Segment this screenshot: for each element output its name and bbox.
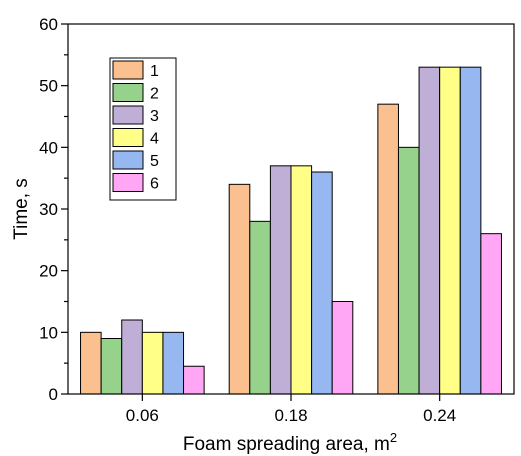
y-tick-label: 50 bbox=[39, 77, 58, 96]
legend-label-5: 5 bbox=[150, 153, 159, 170]
legend: 1 2 3 4 5 6 bbox=[109, 57, 177, 201]
bar-series-1-0.06 bbox=[80, 331, 102, 395]
x-axis: 0.06 0.18 0.24 bbox=[126, 394, 456, 425]
y-tick-label: 0 bbox=[49, 385, 58, 404]
bar-series-6-0.18 bbox=[331, 301, 354, 395]
legend-swatch-1 bbox=[112, 60, 144, 80]
legend-swatch-6 bbox=[112, 173, 144, 192]
bar-series-6-0.24 bbox=[480, 233, 502, 395]
legend-label-2: 2 bbox=[150, 86, 159, 103]
bar-series-3-0.06 bbox=[121, 319, 143, 395]
bar-series-3-0.18 bbox=[269, 165, 292, 395]
y-tick-label: 20 bbox=[39, 262, 58, 281]
bar-series-6-0.06 bbox=[183, 365, 205, 395]
legend-swatch-2 bbox=[112, 83, 144, 102]
x-tick-label: 0.06 bbox=[126, 406, 159, 425]
bar-series-2-0.06 bbox=[100, 338, 123, 395]
x-axis-title-superscript: 2 bbox=[390, 430, 397, 445]
y-tick-label: 10 bbox=[39, 323, 58, 342]
bar-series-5-0.18 bbox=[311, 171, 333, 395]
bar-series-5-0.24 bbox=[459, 66, 482, 395]
x-axis-title: Foam spreading area, m2 bbox=[183, 430, 397, 455]
y-tick-label: 30 bbox=[39, 200, 58, 219]
x-tick-label: 0.18 bbox=[274, 406, 307, 425]
bar-series-1-0.18 bbox=[228, 183, 251, 395]
bar-series-3-0.24 bbox=[418, 66, 441, 395]
y-axis: 0 10 20 30 40 50 60 bbox=[39, 15, 68, 404]
legend-swatch-5 bbox=[112, 150, 144, 170]
y-tick-label: 40 bbox=[39, 138, 58, 157]
bar-series-4-0.06 bbox=[141, 331, 164, 395]
bar-series-1-0.24 bbox=[377, 103, 399, 395]
legend-swatch-3 bbox=[112, 105, 144, 125]
legend-swatch-4 bbox=[112, 128, 144, 147]
x-axis-title-main: Foam spreading area, m bbox=[183, 434, 390, 455]
y-axis-title: Time, s bbox=[11, 178, 32, 240]
bar-series-2-0.18 bbox=[249, 220, 271, 395]
bar-series-2-0.24 bbox=[397, 146, 420, 395]
bar-series-4-0.18 bbox=[290, 165, 313, 395]
y-tick-label: 60 bbox=[39, 15, 58, 34]
bar-series-4-0.24 bbox=[439, 66, 461, 395]
legend-label-3: 3 bbox=[150, 108, 159, 125]
legend-label-6: 6 bbox=[150, 176, 159, 193]
plot-frame bbox=[67, 23, 515, 395]
bar-series-5-0.06 bbox=[162, 331, 185, 395]
x-tick-label: 0.24 bbox=[423, 406, 456, 425]
legend-label-4: 4 bbox=[150, 131, 159, 148]
legend-label-1: 1 bbox=[150, 63, 159, 80]
